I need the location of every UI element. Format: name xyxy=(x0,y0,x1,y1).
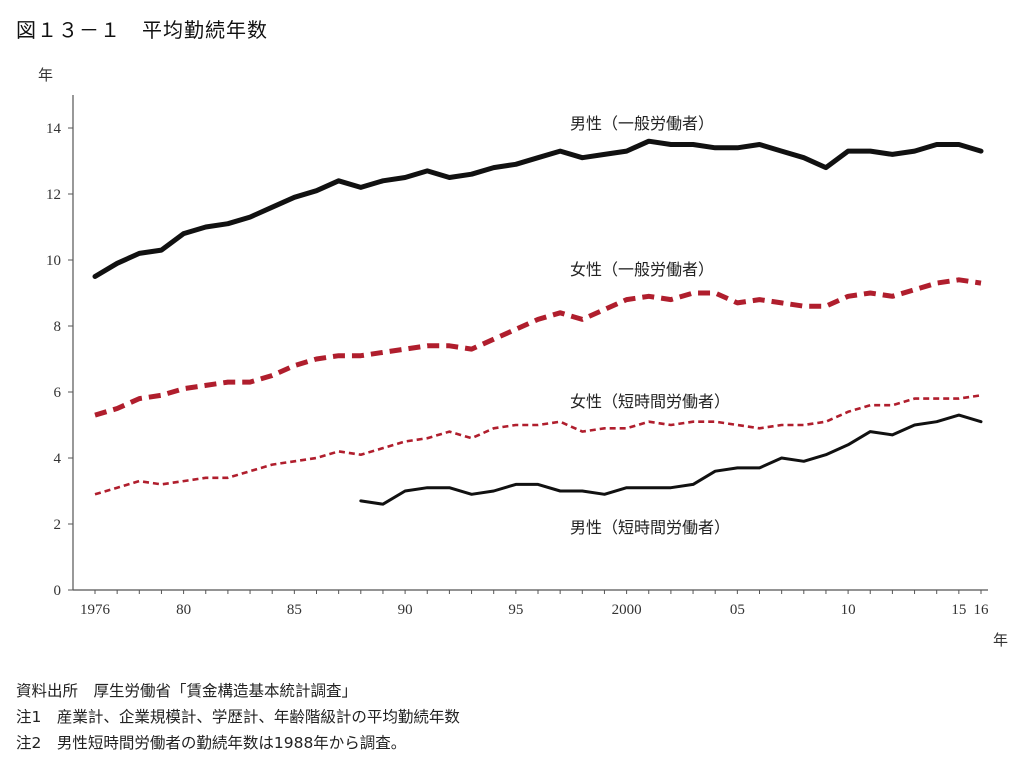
note-2: 注2 男性短時間労働者の勤続年数は1988年から調査。 xyxy=(16,734,407,752)
x-tick-label: 80 xyxy=(176,602,191,618)
series-label-3: 女性（短時間労働者） xyxy=(570,392,730,411)
y-tick-label: 2 xyxy=(54,517,62,533)
footnotes: 資料出所 厚生労働省「賃金構造基本統計調査」 注1 産業計、企業規模計、学歴計、… xyxy=(16,678,460,756)
y-axis-unit-label: 年 xyxy=(38,66,53,84)
y-tick-label: 14 xyxy=(46,121,62,137)
series-labels: 男性（一般労働者） 女性（一般労働者） 女性（短時間労働者） 男性（短時間労働者） xyxy=(570,114,730,537)
series-line-4 xyxy=(359,413,983,506)
series-line-3 xyxy=(94,394,982,496)
chart-axes: 0 2 4 6 8 10 12 14 1976 80 85 90 95 2000 05 10 15 16 xyxy=(46,95,989,618)
x-tick-label: 95 xyxy=(508,602,523,618)
x-tick-label: 1976 xyxy=(80,602,111,618)
chart-title: 図１３－１ 平均勤続年数 xyxy=(16,18,268,42)
y-tick-label: 12 xyxy=(46,187,61,203)
series-label-2: 女性（一般労働者） xyxy=(570,260,714,279)
x-tick-label: 15 xyxy=(951,602,966,618)
series-line-1 xyxy=(92,138,984,279)
x-tick-label: 05 xyxy=(730,602,745,618)
note-1: 注1 産業計、企業規模計、学歴計、年齢階級計の平均勤続年数 xyxy=(16,708,460,726)
x-tick-label: 2000 xyxy=(612,602,642,618)
y-tick-label: 6 xyxy=(54,385,62,401)
y-tick-label: 8 xyxy=(54,319,62,335)
y-tick-label: 10 xyxy=(46,253,61,269)
chart-series xyxy=(92,138,984,506)
x-tick-label: 10 xyxy=(841,602,856,618)
y-tick-label: 4 xyxy=(54,451,62,467)
note-source: 資料出所 厚生労働省「賃金構造基本統計調査」 xyxy=(16,682,358,700)
x-tick-label: 85 xyxy=(287,602,302,618)
x-tick-label: 16 xyxy=(974,602,990,618)
series-line-2 xyxy=(94,277,982,418)
series-label-4: 男性（短時間労働者） xyxy=(570,518,730,537)
x-tick-label: 90 xyxy=(398,602,413,618)
x-axis-unit-label: 年 xyxy=(993,631,1008,649)
series-label-1: 男性（一般労働者） xyxy=(570,114,714,133)
y-tick-label: 0 xyxy=(54,583,62,599)
